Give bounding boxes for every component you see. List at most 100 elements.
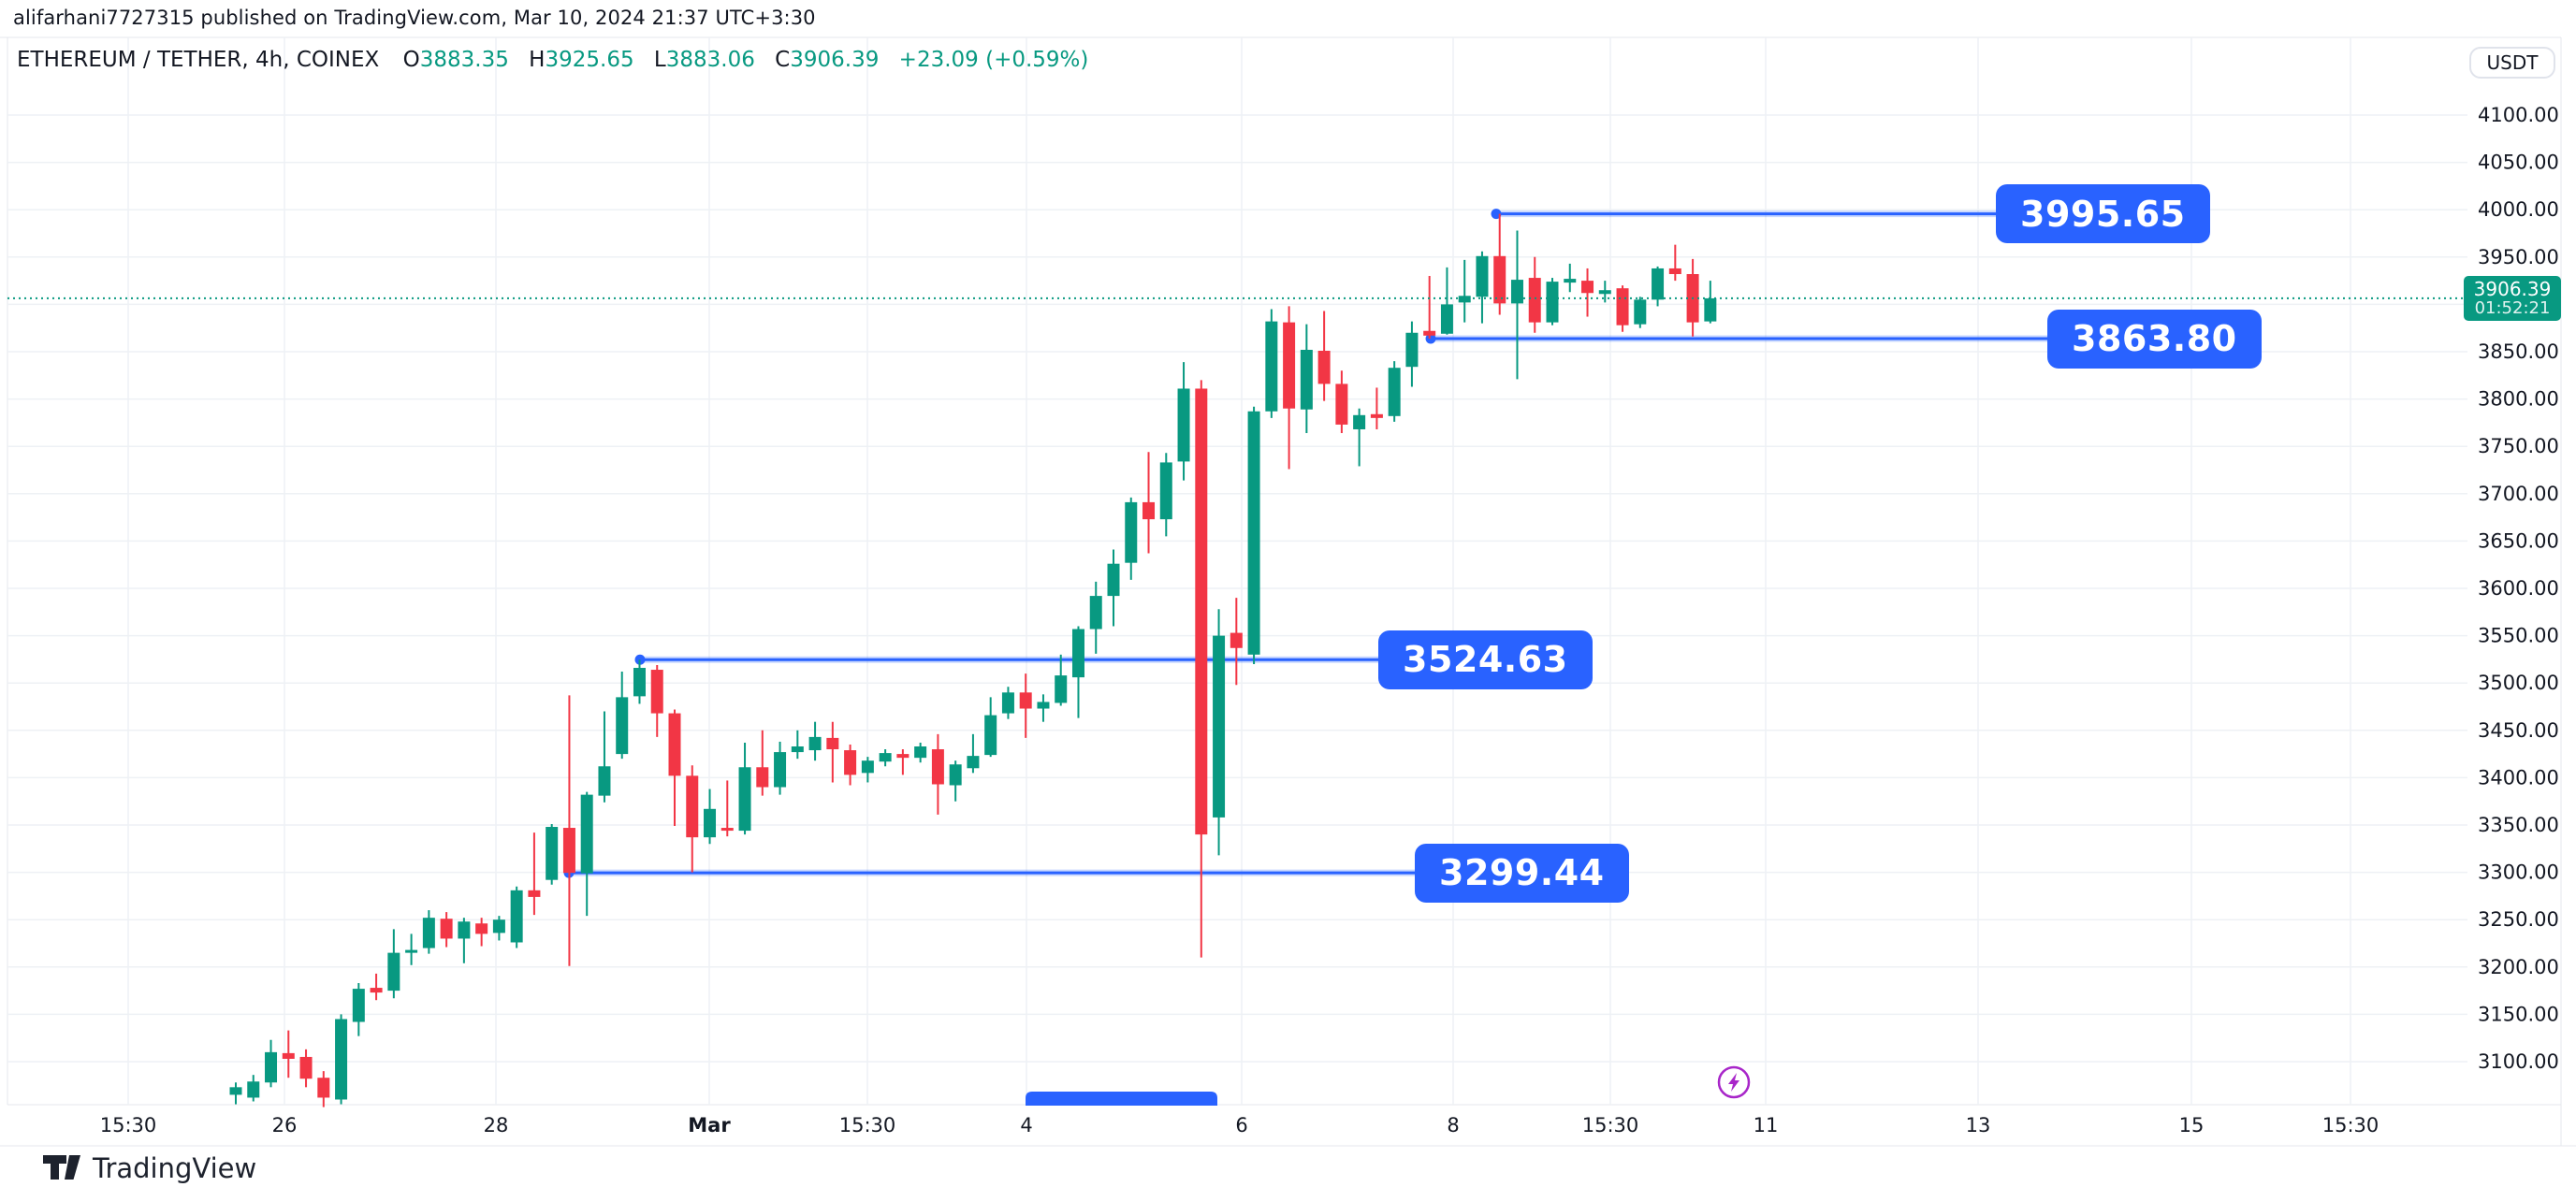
candle xyxy=(1037,694,1050,722)
price-tick-label[interactable]: 3700.00 xyxy=(2478,483,2559,505)
time-tick-label[interactable]: 26 xyxy=(272,1114,298,1136)
candle xyxy=(633,659,646,704)
attribution-text: alifarhani7727315 published on TradingVi… xyxy=(13,7,816,29)
price-tick-label[interactable]: 3350.00 xyxy=(2478,814,2559,836)
candle xyxy=(1089,581,1102,654)
candle xyxy=(265,1039,278,1088)
candle xyxy=(1564,263,1577,293)
candle xyxy=(668,709,681,827)
candle xyxy=(896,749,910,775)
candles xyxy=(229,213,1717,1107)
candle xyxy=(1493,213,1506,315)
time-tick-label[interactable]: 15:30 xyxy=(1582,1114,1639,1136)
time-tick-label[interactable]: Mar xyxy=(688,1114,731,1136)
time-tick-label[interactable]: 15:30 xyxy=(2322,1114,2380,1136)
currency-toggle-button[interactable]: USDT xyxy=(2469,47,2555,79)
time-tick-label[interactable]: 13 xyxy=(1966,1114,1991,1136)
drawing-lines[interactable] xyxy=(563,209,2048,878)
candle xyxy=(650,664,663,737)
candle xyxy=(562,695,575,966)
candle xyxy=(1177,362,1190,481)
bottom-bar-drawing[interactable] xyxy=(1026,1092,1217,1106)
candle xyxy=(967,733,980,774)
price-callout-3863[interactable]: 3863.80 xyxy=(2047,309,2262,369)
candle xyxy=(1107,549,1120,627)
price-tick-label[interactable]: 4050.00 xyxy=(2478,152,2559,174)
time-tick-label[interactable]: 8 xyxy=(1447,1114,1459,1136)
candle xyxy=(492,916,505,941)
candle xyxy=(756,730,769,796)
ohlc-low: L3883.06 xyxy=(653,48,755,72)
price-tick-label[interactable]: 3250.00 xyxy=(2478,908,2559,931)
candle xyxy=(1317,311,1331,401)
price-tick-label[interactable]: 3400.00 xyxy=(2478,766,2559,789)
symbol-title: ETHEREUM / TETHER, 4h, COINEX xyxy=(17,48,380,72)
time-tick-label[interactable]: 6 xyxy=(1235,1114,1247,1136)
candle xyxy=(1616,285,1629,332)
flash-icon[interactable] xyxy=(1717,1065,1751,1099)
price-tick-label[interactable]: 3300.00 xyxy=(2478,861,2559,884)
candle xyxy=(1019,673,1032,738)
candle xyxy=(1546,278,1559,326)
candle xyxy=(1388,361,1401,422)
candle xyxy=(1247,406,1260,664)
candle xyxy=(528,832,541,916)
candle xyxy=(1370,387,1383,429)
price-tick-label[interactable]: 3600.00 xyxy=(2478,577,2559,600)
candle xyxy=(879,749,892,767)
candle xyxy=(984,697,997,758)
candle xyxy=(1458,259,1471,323)
time-tick-label[interactable]: 4 xyxy=(1020,1114,1032,1136)
price-tick-label[interactable]: 3950.00 xyxy=(2478,246,2559,268)
candle xyxy=(282,1030,295,1078)
price-callout-3299[interactable]: 3299.44 xyxy=(1415,843,1629,903)
time-tick-label[interactable]: 15 xyxy=(2179,1114,2205,1136)
candle xyxy=(844,744,857,786)
candle xyxy=(247,1075,260,1102)
candle xyxy=(1300,324,1313,434)
candle xyxy=(1265,309,1278,418)
candle xyxy=(475,918,488,947)
price-tick-label[interactable]: 3500.00 xyxy=(2478,672,2559,694)
time-tick-label[interactable]: 28 xyxy=(484,1114,509,1136)
candle xyxy=(1440,267,1453,335)
price-tick-label[interactable]: 4100.00 xyxy=(2478,104,2559,126)
candle xyxy=(1581,268,1594,317)
candle xyxy=(335,1014,348,1105)
candle xyxy=(1142,452,1156,554)
candle xyxy=(1423,276,1436,340)
price-tick-label[interactable]: 3100.00 xyxy=(2478,1050,2559,1073)
price-callout-3524[interactable]: 3524.63 xyxy=(1378,630,1593,689)
candle xyxy=(1353,408,1366,467)
time-tick-label[interactable]: 15:30 xyxy=(839,1114,896,1136)
candle xyxy=(1159,453,1172,537)
price-tick-label[interactable]: 3550.00 xyxy=(2478,625,2559,647)
price-tick-label[interactable]: 3750.00 xyxy=(2478,435,2559,457)
candle xyxy=(826,721,839,783)
price-tick-label[interactable]: 3150.00 xyxy=(2478,1003,2559,1025)
candle xyxy=(1055,654,1068,706)
price-callout-3995[interactable]: 3995.65 xyxy=(1996,184,2210,244)
candle xyxy=(422,910,435,954)
candle xyxy=(1213,609,1226,856)
price-tick-label[interactable]: 3850.00 xyxy=(2478,340,2559,363)
price-tick-label[interactable]: 3800.00 xyxy=(2478,388,2559,411)
time-tick-label[interactable]: 15:30 xyxy=(100,1114,157,1136)
candle xyxy=(1335,370,1348,434)
time-tick-label[interactable]: 11 xyxy=(1754,1114,1779,1136)
price-tick-label[interactable]: 3450.00 xyxy=(2478,719,2559,742)
candle xyxy=(1195,380,1208,958)
candle xyxy=(510,886,523,948)
candle xyxy=(1598,281,1611,303)
candle xyxy=(370,973,383,1001)
candle xyxy=(720,780,734,837)
tradingview-logo[interactable]: TradingView xyxy=(43,1152,256,1184)
price-tick-label[interactable]: 3650.00 xyxy=(2478,529,2559,552)
candle xyxy=(317,1071,330,1107)
price-tick-label[interactable]: 4000.00 xyxy=(2478,198,2559,221)
bar-countdown: 01:52:21 xyxy=(2474,298,2551,319)
price-tick-label[interactable]: 3200.00 xyxy=(2478,956,2559,978)
candle xyxy=(440,912,453,948)
